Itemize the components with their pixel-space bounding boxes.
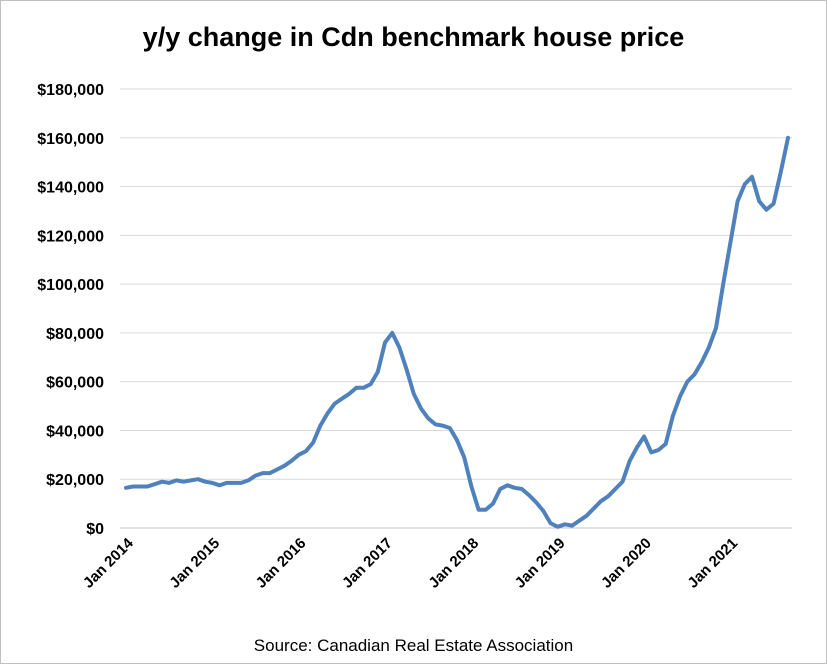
x-tick-label: Jan 2016 [253, 535, 310, 592]
chart-title: y/y change in Cdn benchmark house price [142, 22, 685, 52]
x-axis-tick-labels: Jan 2014 Jan 2015 Jan 2016 Jan 2017 Jan 2018… [80, 534, 741, 591]
x-tick-label: Jan 2015 [166, 535, 223, 592]
series-line [124, 135, 790, 529]
y-tick-label: $180,000 [37, 82, 104, 99]
y-tick-label: $0 [86, 521, 104, 538]
y-tick-label: $40,000 [46, 423, 104, 440]
source-note: Source: Canadian Real Estate Association [253, 636, 574, 655]
x-tick-label: Jan 2020 [598, 535, 655, 592]
series-group [124, 135, 790, 529]
y-tick-label: $100,000 [37, 277, 104, 294]
y-tick-label: $140,000 [37, 180, 104, 197]
x-tick-label: Jan 2021 [684, 535, 741, 592]
y-tick-label: $120,000 [37, 228, 104, 245]
y-tick-label: $160,000 [37, 131, 104, 148]
y-tick-label: $60,000 [46, 375, 104, 392]
y-tick-label: $20,000 [46, 472, 104, 489]
x-tick-label: Jan 2018 [425, 535, 482, 592]
x-tick-label: Jan 2017 [339, 535, 396, 592]
gridlines [120, 88, 792, 529]
y-tick-label: $80,000 [46, 326, 104, 343]
x-tick-label: Jan 2019 [512, 535, 569, 592]
x-tick-label: Jan 2014 [80, 534, 137, 591]
y-axis-tick-labels: $0 $20,000 $40,000 $60,000 $80,000 $100,000 $1… [37, 82, 104, 538]
